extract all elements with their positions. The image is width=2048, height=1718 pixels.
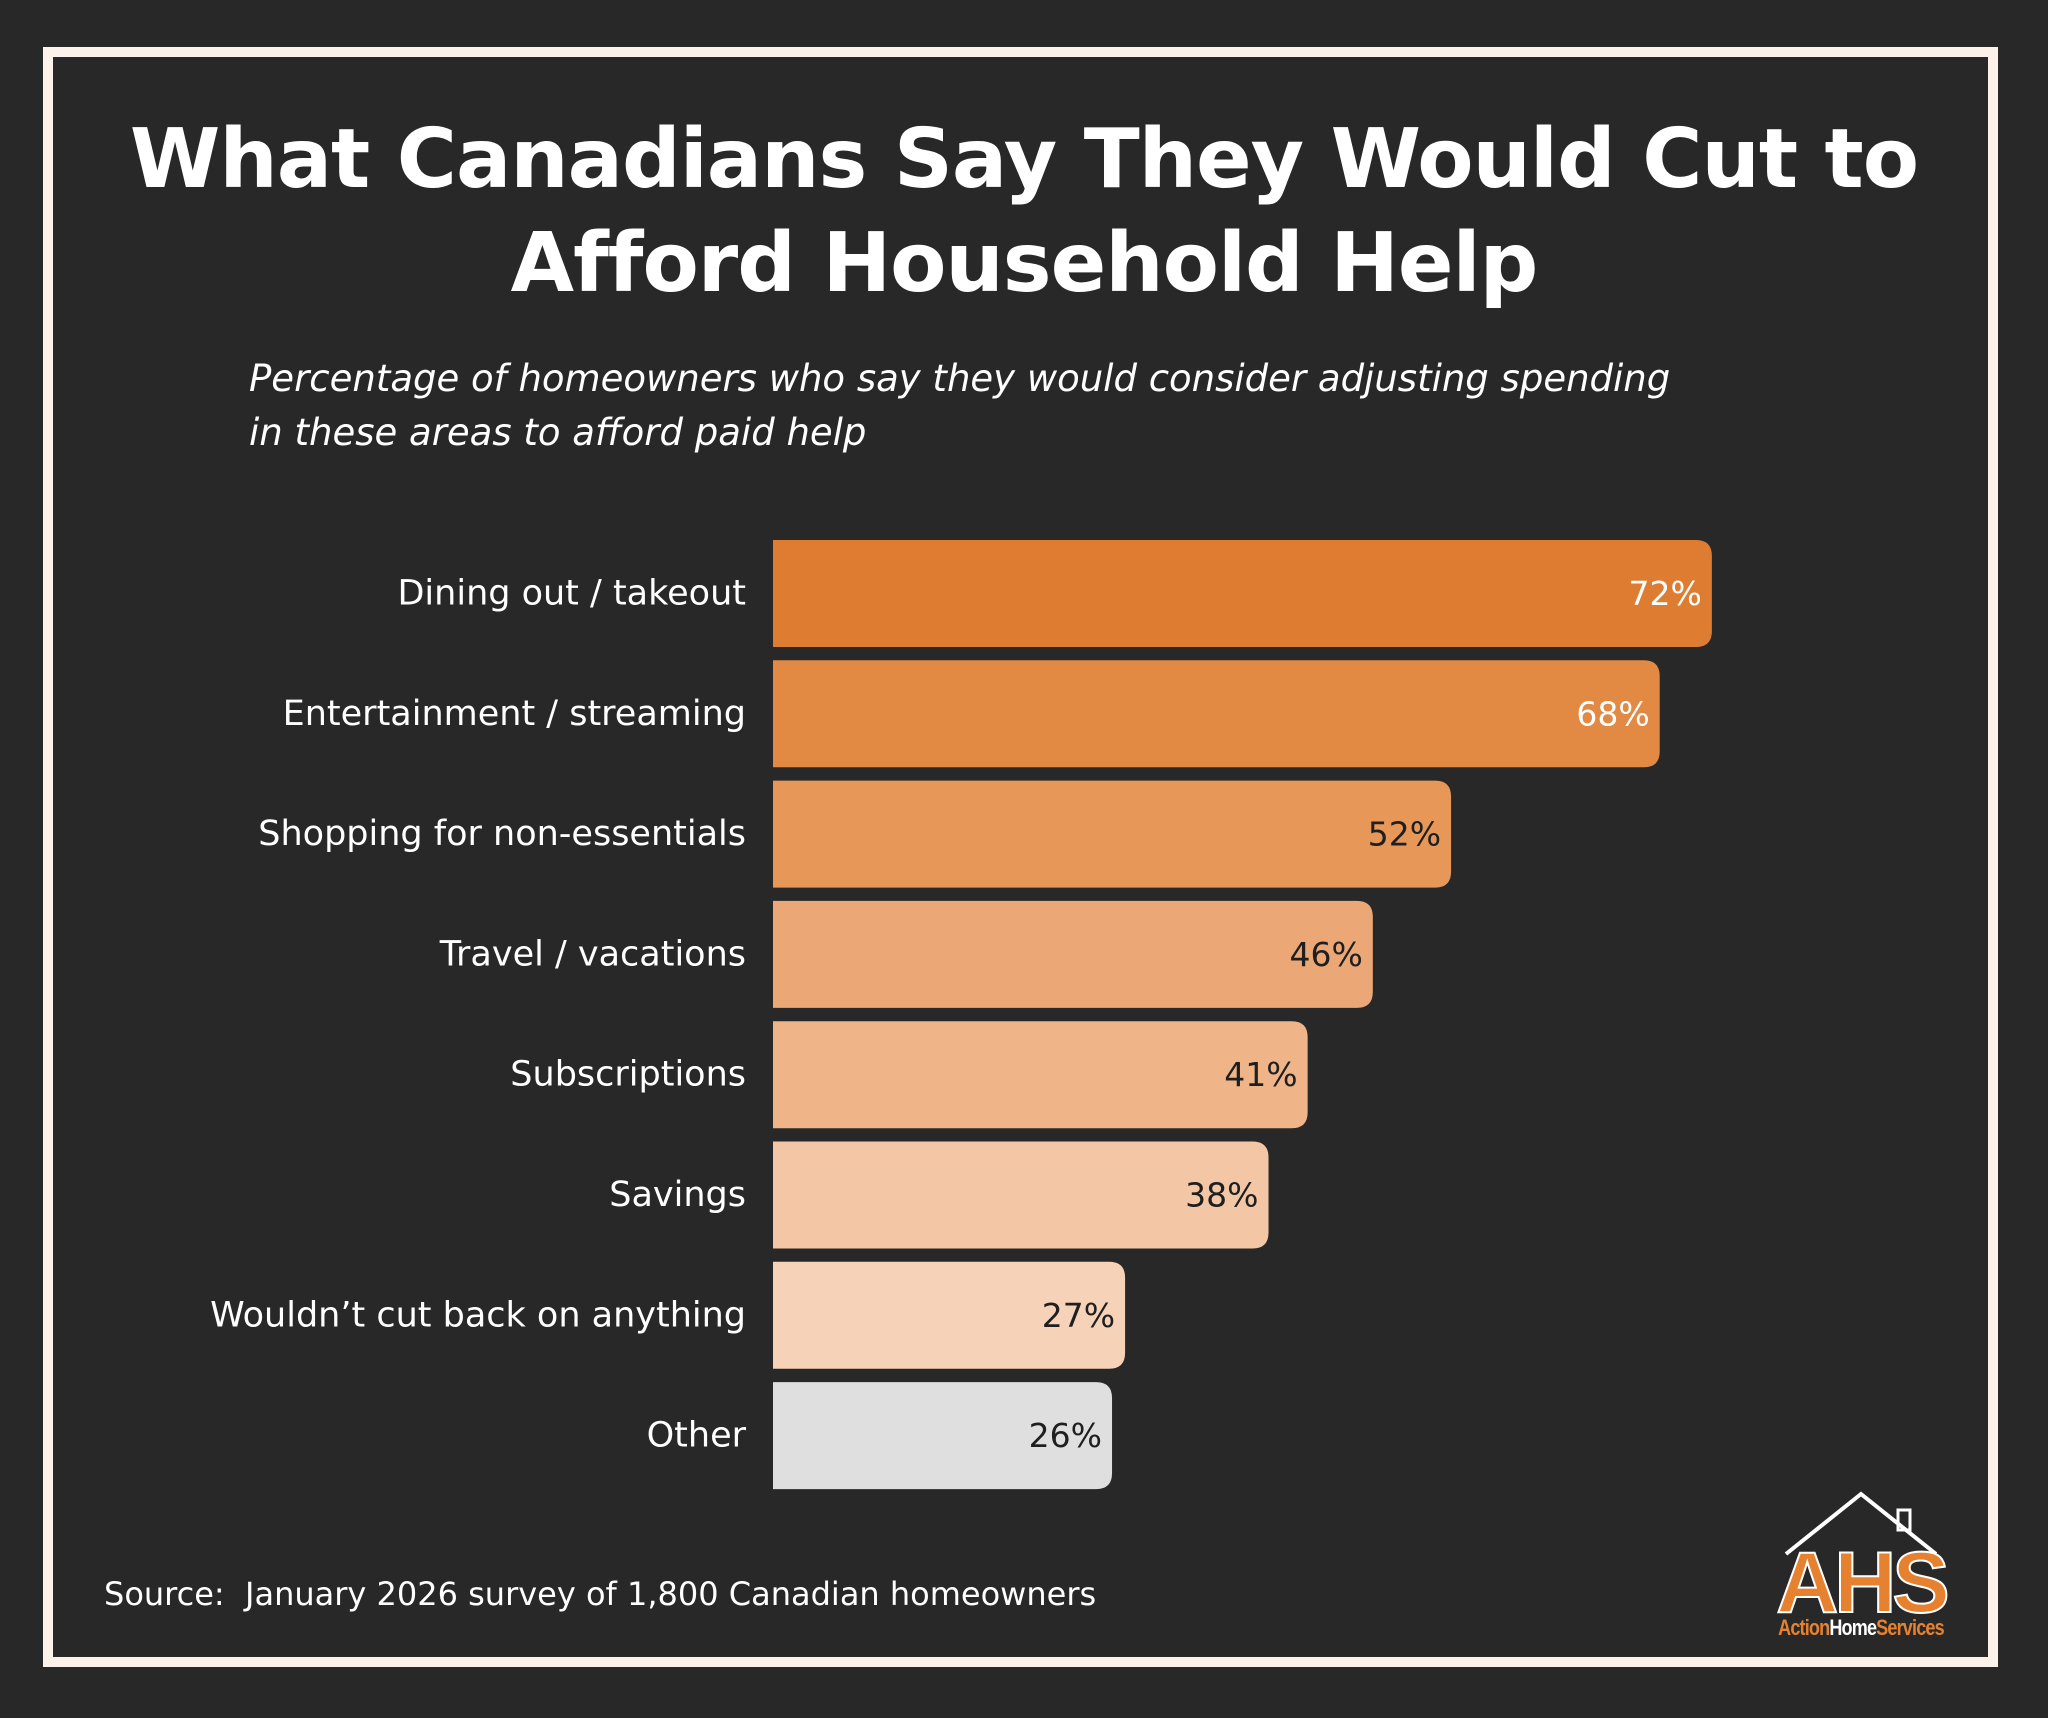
logo-roof-icon (1784, 1491, 1938, 1556)
source-note: Source: January 2026 survey of 1,800 Can… (104, 1575, 1097, 1613)
chart-title-line-2: Afford Household Help (510, 216, 1539, 311)
logo-wordmark: ActionHomeServices (1777, 1614, 1946, 1642)
chart-title-line-1: What Canadians Say They Would Cut to (129, 112, 1919, 207)
ahs-logo: AHS (1775, 1491, 1951, 1632)
logo-word-home: Home (1829, 1615, 1877, 1640)
logo-word-services: Services (1876, 1615, 1944, 1640)
chart-subtitle: Percentage of homeowners who say they wo… (249, 352, 1849, 460)
chart-subtitle-line-2: in these areas to afford paid help (249, 411, 867, 454)
logo-word-action: Action (1778, 1615, 1830, 1640)
logo-chimney-icon (1896, 1508, 1912, 1532)
logo-monogram: AHS (1776, 1535, 1946, 1631)
chart-subtitle-line-1: Percentage of homeowners who say they wo… (249, 357, 1671, 400)
chart-title: What Canadians Say They Would Cut to Aff… (0, 108, 2048, 316)
